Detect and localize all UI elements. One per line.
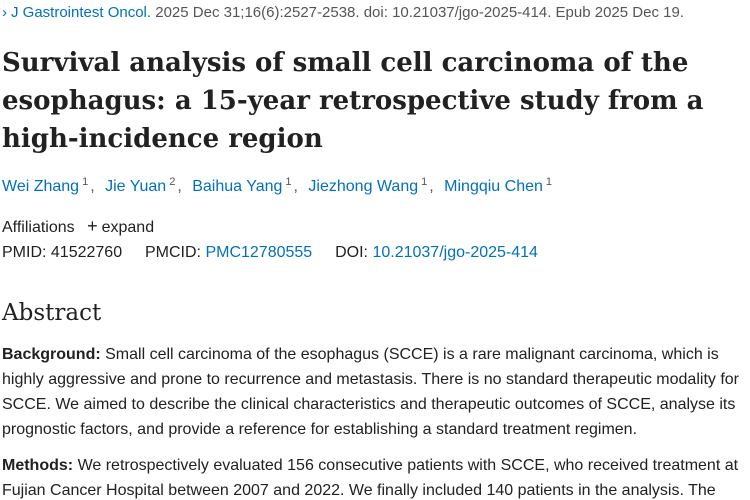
author-item: Mingqiu Chen 1 <box>444 176 553 196</box>
author-item: Jie Yuan 2 <box>105 176 176 196</box>
author-separator: , <box>90 178 95 196</box>
background-label: Background: <box>2 346 101 363</box>
pmcid-link[interactable]: PMC12780555 <box>205 244 313 261</box>
abstract-body: Background: Small cell carcinoma of the … <box>2 342 747 500</box>
journal-link[interactable]: J Gastrointest Oncol. <box>11 4 152 21</box>
plus-icon: + <box>87 216 98 236</box>
doi-link[interactable]: 10.21037/jgo-2025-414 <box>372 244 538 261</box>
pmcid-label: PMCID: <box>145 244 201 261</box>
author-separator: , <box>429 178 434 196</box>
author-list: Wei Zhang 1, Jie Yuan 2, Baihua Yang 1, Jie… <box>2 176 552 196</box>
affiliation-ref[interactable]: 2 <box>169 176 176 188</box>
author-link[interactable]: Wei Zhang <box>2 178 80 196</box>
citation-details: 2025 Dec 31;16(6):2527-2538. doi: 10.210… <box>155 4 684 21</box>
author-link[interactable]: Jie Yuan <box>105 178 167 196</box>
expand-affiliations-button[interactable]: + expand <box>87 216 155 236</box>
author-item: Jiezhong Wang 1 <box>308 176 428 196</box>
affiliations-label: Affiliations <box>2 219 75 236</box>
author-link[interactable]: Baihua Yang <box>192 178 283 196</box>
affiliations-row: Affiliations + expand <box>2 216 154 237</box>
abstract-heading: Abstract <box>2 300 102 326</box>
author-item: Baihua Yang 1 <box>192 176 292 196</box>
identifiers-row: PMID: 41522760 PMCID: PMC12780555 DOI: 1… <box>2 244 538 262</box>
pmid-value: 41522760 <box>50 244 123 261</box>
affiliation-ref[interactable]: 1 <box>82 176 89 188</box>
affiliation-ref[interactable]: 1 <box>421 176 428 188</box>
citation-line: › J Gastrointest Oncol. 2025 Dec 31;16(6)… <box>2 4 684 21</box>
methods-label: Methods: <box>2 457 74 474</box>
chevron-right-icon[interactable]: › <box>2 4 7 21</box>
methods-text: We retrospectively evaluated 156 consecu… <box>2 457 739 499</box>
author-link[interactable]: Jiezhong Wang <box>308 178 419 196</box>
article-title: Survival analysis of small cell carcinom… <box>2 48 704 154</box>
author-item: Wei Zhang 1 <box>2 176 89 196</box>
abstract-methods: Methods: We retrospectively evaluated 15… <box>2 453 747 500</box>
author-link[interactable]: Mingqiu Chen <box>444 178 543 196</box>
pmid-label: PMID: <box>2 244 47 261</box>
expand-label: expand <box>101 219 155 236</box>
affiliation-ref[interactable]: 1 <box>545 176 553 188</box>
author-separator: , <box>177 178 182 196</box>
abstract-background: Background: Small cell carcinoma of the … <box>2 342 747 442</box>
background-text: Small cell carcinoma of the esophagus (S… <box>2 346 739 438</box>
author-separator: , <box>293 178 298 196</box>
doi-label: DOI: <box>335 244 368 261</box>
affiliation-ref[interactable]: 1 <box>285 176 292 188</box>
